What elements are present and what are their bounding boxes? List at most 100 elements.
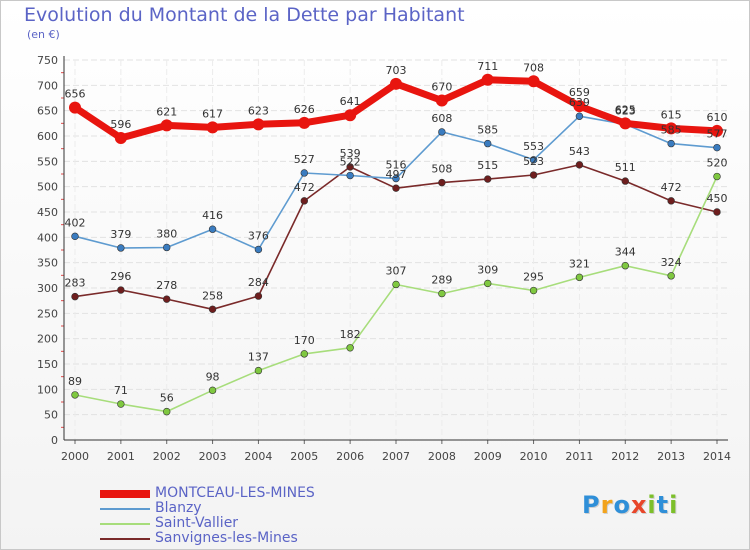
data-point <box>665 122 678 135</box>
data-point <box>575 161 584 169</box>
data-label: 289 <box>431 274 452 287</box>
data-point <box>392 184 400 192</box>
data-point <box>390 77 402 90</box>
y-tick-label: 50 <box>44 409 58 422</box>
data-label: 617 <box>202 107 223 120</box>
data-label: 520 <box>707 157 728 170</box>
x-tick-label: 2007 <box>382 450 410 463</box>
data-label: 283 <box>65 277 86 290</box>
logo-letter: x <box>630 491 648 519</box>
data-point <box>529 171 538 179</box>
logo-letter: o <box>613 491 631 519</box>
data-label: 522 <box>340 156 361 169</box>
data-label: 307 <box>386 264 407 277</box>
data-point <box>575 112 584 120</box>
data-label: 641 <box>340 95 361 108</box>
chart-subtitle: (en €) <box>27 28 60 41</box>
data-point <box>713 143 721 152</box>
y-tick-label: 450 <box>37 206 58 219</box>
data-point <box>621 262 629 270</box>
data-point <box>527 75 540 88</box>
data-point <box>300 350 308 358</box>
x-tick-label: 2012 <box>611 450 639 463</box>
data-label: 472 <box>661 181 682 194</box>
data-label: 703 <box>386 64 407 77</box>
data-label: 585 <box>661 124 682 137</box>
data-label: 711 <box>477 60 498 73</box>
data-label: 659 <box>569 86 590 99</box>
data-label: 344 <box>615 246 636 259</box>
data-point <box>163 243 171 252</box>
data-point <box>163 295 171 303</box>
data-label: 416 <box>202 209 223 222</box>
legend-label: Saint-Vallier <box>155 515 239 531</box>
data-point <box>163 407 171 416</box>
data-point <box>667 139 675 148</box>
data-label: 539 <box>340 147 361 160</box>
data-point <box>484 175 492 183</box>
data-point <box>208 305 217 313</box>
data-label: 626 <box>294 103 315 116</box>
data-label: 508 <box>431 163 452 176</box>
data-label: 284 <box>248 276 269 289</box>
data-label: 623 <box>615 104 636 117</box>
data-label: 596 <box>110 118 131 131</box>
logo-letter: r <box>600 491 614 519</box>
data-point <box>117 244 125 252</box>
data-point <box>300 169 308 177</box>
data-point <box>300 197 308 205</box>
legend-label: Blanzy <box>155 500 202 516</box>
data-label: 309 <box>477 263 498 276</box>
data-point <box>346 163 354 171</box>
x-tick-label: 2006 <box>336 450 364 463</box>
data-point <box>71 232 79 241</box>
y-tick-label: 400 <box>37 231 58 244</box>
data-label: 296 <box>110 270 131 283</box>
x-tick-label: 2005 <box>290 450 318 463</box>
data-label: 639 <box>569 96 590 109</box>
data-point <box>69 101 81 114</box>
data-label: 71 <box>114 384 128 397</box>
data-point <box>346 171 354 180</box>
data-label: 608 <box>431 112 452 125</box>
chart-title: Evolution du Montant de la Dette par Hab… <box>24 4 465 26</box>
legend-label: MONTCEAU-LES-MINES <box>155 485 315 501</box>
data-point <box>71 292 79 301</box>
data-label: 376 <box>248 229 269 242</box>
line-chart: 0 50 100 150 200 250 300 350 400 450 500 550 600 650 7… <box>37 54 731 463</box>
y-tick-label: 600 <box>37 130 58 143</box>
logo-letter: i <box>669 491 679 519</box>
data-label: 379 <box>110 228 131 241</box>
data-point <box>575 273 584 282</box>
data-label: 324 <box>661 256 682 269</box>
data-label: 623 <box>248 104 269 117</box>
data-label: 656 <box>65 88 86 101</box>
data-point <box>619 117 632 130</box>
data-point <box>346 344 354 352</box>
data-point <box>529 156 538 164</box>
data-point <box>208 225 217 233</box>
y-tick-label: 550 <box>37 155 58 168</box>
data-point <box>438 128 446 136</box>
data-point <box>114 132 127 145</box>
data-label: 170 <box>294 334 315 347</box>
data-point <box>71 391 79 399</box>
y-tick-label: 300 <box>37 282 58 295</box>
y-tick-label: 0 <box>51 434 58 447</box>
logo-letter: i <box>647 491 657 519</box>
data-point <box>206 121 219 134</box>
data-label: 497 <box>386 168 407 181</box>
data-point <box>667 197 675 205</box>
data-point <box>208 386 217 395</box>
data-label: 511 <box>615 161 636 174</box>
x-tick-label: 2011 <box>565 450 593 463</box>
data-point <box>252 118 265 131</box>
x-tick-label: 2004 <box>244 450 272 463</box>
logo-letter: t <box>656 491 670 519</box>
data-label: 515 <box>477 159 498 172</box>
data-point <box>621 177 629 185</box>
data-label: 278 <box>156 279 177 292</box>
y-tick-label: 350 <box>37 257 58 270</box>
data-label: 472 <box>294 181 315 194</box>
data-label: 625 <box>615 103 636 116</box>
